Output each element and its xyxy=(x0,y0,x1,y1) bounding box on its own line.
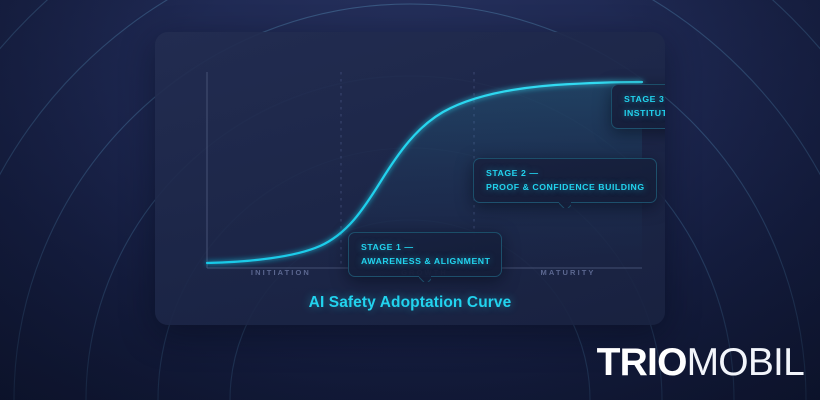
callout-stage-3-line1: STAGE 3 — xyxy=(624,94,665,104)
curve-area-fill xyxy=(207,82,642,268)
callout-stage-1-line1: STAGE 1 — xyxy=(361,242,414,252)
callout-stage-2[interactable]: STAGE 2 — PROOF & CONFIDENCE BUILDING xyxy=(473,158,657,203)
callout-stage-1[interactable]: STAGE 1 — AWARENESS & ALIGNMENT xyxy=(348,232,503,277)
x-tick-maturity: MATURITY xyxy=(540,268,596,277)
callout-stage-1-line2: AWARENESS & ALIGNMENT xyxy=(361,255,491,266)
chart-title: AI Safety Adoptation Curve xyxy=(308,294,512,311)
callout-stage-2-line1: STAGE 2 — xyxy=(486,168,539,178)
callout-stage-3-line2: INSTITUTIONALIZED AI SAFETY xyxy=(624,107,665,118)
callout-stage-1-pointer xyxy=(419,275,431,282)
callout-stage-2-line2: PROOF & CONFIDENCE BUILDING xyxy=(486,181,645,192)
logo-text-trio: TRIO xyxy=(596,341,688,384)
chart-card: INITIATION GROWTH MATURITY AI Safety Ado… xyxy=(155,32,665,325)
x-tick-initiation: INITIATION xyxy=(250,268,311,277)
callout-stage-3[interactable]: STAGE 3 — INSTITUTIONALIZED AI SAFETY xyxy=(611,84,665,129)
logo-text-mobil: MOBIL xyxy=(686,341,805,384)
triomobil-logo: TRIO MOBIL xyxy=(596,341,805,384)
callout-stage-2-pointer xyxy=(559,201,571,208)
adoption-curve-line xyxy=(205,80,644,265)
